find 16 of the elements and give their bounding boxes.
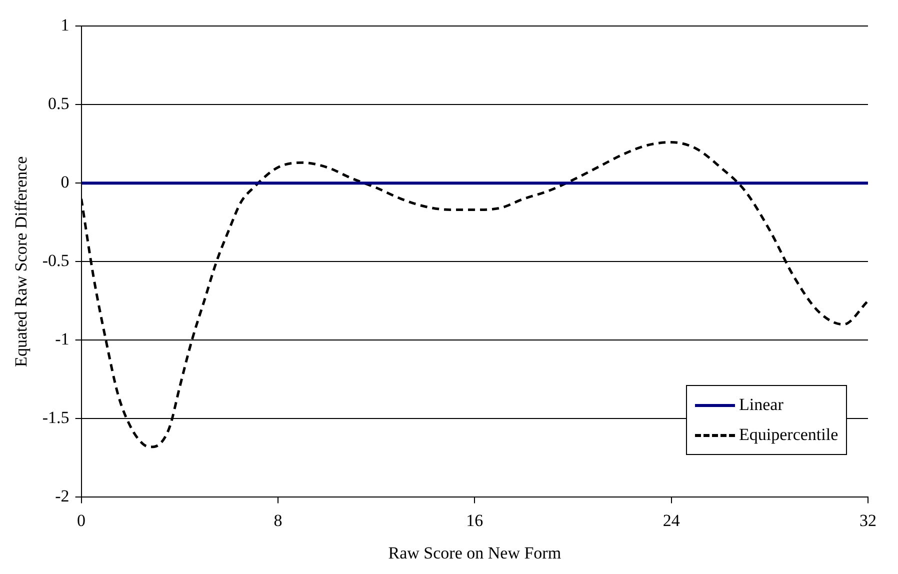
y-tick-label: 0.5 bbox=[48, 94, 70, 113]
x-axis-title: Raw Score on New Form bbox=[388, 543, 562, 562]
legend-label: Equipercentile bbox=[739, 425, 838, 446]
y-tick-label: 1 bbox=[60, 15, 70, 34]
y-tick-label: -1 bbox=[55, 330, 70, 349]
x-tick-label: 0 bbox=[77, 510, 86, 530]
x-tick-label: 8 bbox=[274, 510, 282, 530]
y-tick-label: -2 bbox=[55, 486, 70, 506]
legend-label: Linear bbox=[739, 395, 784, 416]
x-tick-label: 16 bbox=[466, 510, 484, 530]
x-tick-label: 32 bbox=[860, 510, 876, 530]
y-tick-label: 0 bbox=[60, 172, 70, 192]
x-tick-label: 24 bbox=[662, 510, 680, 530]
y-tick-label: -0.5 bbox=[42, 251, 70, 270]
y-tick-label: -1.5 bbox=[42, 408, 70, 428]
y-axis-title: Equated Raw Score Difference bbox=[12, 156, 31, 367]
